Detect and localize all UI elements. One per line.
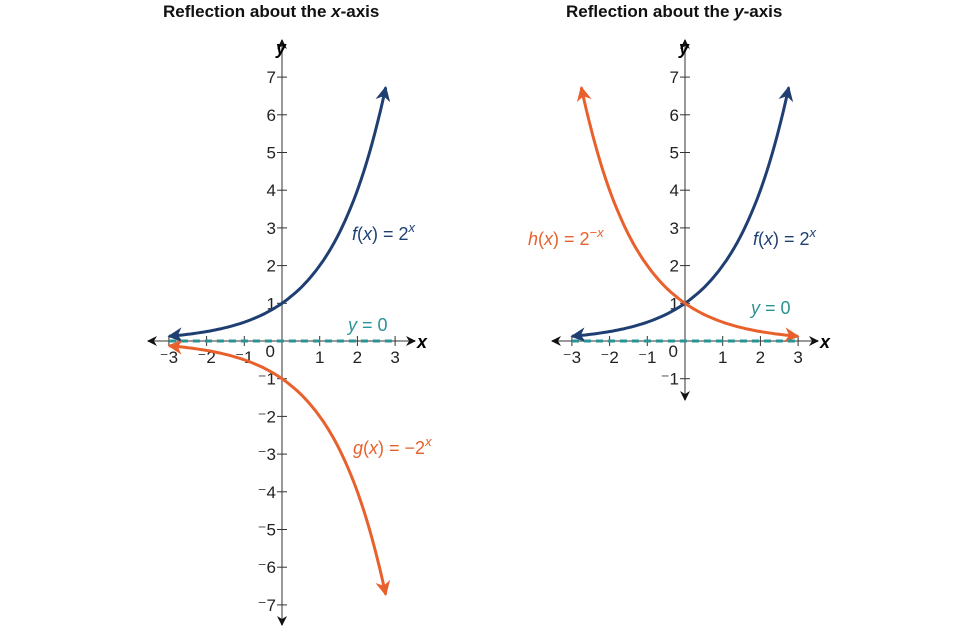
label-rhs: = −2 <box>384 438 425 458</box>
title-text: Reflection about the <box>566 2 735 21</box>
y-tick-label: 2 <box>267 257 276 276</box>
x-tick-label: ⁻1 <box>638 348 656 367</box>
x-axis-label: x <box>416 332 428 352</box>
label-paren: ( <box>538 229 544 249</box>
x-tick-label: 1 <box>315 348 324 367</box>
label-arg: x <box>368 438 379 458</box>
y-tick-label: ⁻7 <box>258 596 276 615</box>
y-tick-label: 3 <box>267 219 276 238</box>
series-label: g(x) = −2x <box>353 434 432 458</box>
x-tick-label: ⁻2 <box>600 348 618 367</box>
y-tick-label: 3 <box>670 219 679 238</box>
y-tick-label: ⁻5 <box>258 521 276 540</box>
x-tick-label: 1 <box>718 348 727 367</box>
y-tick-label: 6 <box>670 106 679 125</box>
x-tick-label: 3 <box>390 348 399 367</box>
series-label: y = 0 <box>346 315 388 335</box>
label-func: h <box>528 229 538 249</box>
series-curve <box>167 85 391 343</box>
title-var: x <box>331 2 341 21</box>
x-tick-label: 3 <box>793 348 802 367</box>
series-label: f(x) = 2x <box>352 220 416 244</box>
label-arg: x <box>362 224 373 244</box>
label-exponent: x <box>408 220 416 235</box>
label-func: g <box>353 438 363 458</box>
y-axis-label: y <box>678 38 690 58</box>
series-label: f(x) = 2x <box>753 225 817 249</box>
y-tick-label: ⁻3 <box>258 445 276 464</box>
series-label: y = 0 <box>749 298 791 318</box>
label-paren: ) <box>372 224 378 244</box>
label-lhs: y <box>346 315 358 335</box>
label-rhs: = 2 <box>559 229 590 249</box>
title-text: Reflection about the <box>163 2 332 21</box>
y-tick-label: 5 <box>267 144 276 163</box>
y-tick-label: ⁻6 <box>258 558 276 577</box>
x-tick-label: 2 <box>756 348 765 367</box>
label-rhs: = 0 <box>760 298 791 318</box>
label-paren: ( <box>357 224 363 244</box>
x-axis-label: x <box>819 332 831 352</box>
y-tick-label: 6 <box>267 106 276 125</box>
title-var: y <box>734 2 744 21</box>
y-tick-label: 2 <box>670 257 679 276</box>
series-label: h(x) = 2−x <box>528 225 604 249</box>
x-tick-label: 2 <box>353 348 362 367</box>
y-tick-label: 5 <box>670 144 679 163</box>
y-tick-label: 7 <box>267 68 276 87</box>
label-paren: ) <box>553 229 559 249</box>
label-rhs: = 2 <box>779 229 810 249</box>
y-tick-label: 7 <box>670 68 679 87</box>
series-curve <box>167 339 391 597</box>
origin-label: 0 <box>669 342 678 361</box>
y-tick-label: ⁻2 <box>258 407 276 426</box>
y-axis-label: y <box>275 38 287 58</box>
x-tick-label: ⁻3 <box>563 348 581 367</box>
right-chart-title: Reflection about the y-axis <box>566 2 782 22</box>
y-tick-label: ⁻4 <box>258 483 276 502</box>
series-curve <box>576 85 800 343</box>
label-paren: ) <box>378 438 384 458</box>
left-chart-title: Reflection about the x-axis <box>163 2 379 22</box>
y-tick-label: 4 <box>670 181 679 200</box>
x-tick-label: ⁻3 <box>160 348 178 367</box>
origin-label: 0 <box>266 342 275 361</box>
y-tick-label: 4 <box>267 181 276 200</box>
y-tick-label: ⁻1 <box>661 370 679 389</box>
title-text: -axis <box>340 2 380 21</box>
label-arg: x <box>543 229 554 249</box>
title-text: -axis <box>743 2 783 21</box>
label-rhs: = 2 <box>378 224 409 244</box>
label-paren: ( <box>363 438 369 458</box>
label-exponent: x <box>809 225 817 240</box>
label-exponent: −x <box>590 225 605 240</box>
label-exponent: x <box>424 434 432 449</box>
label-func: f <box>352 224 359 244</box>
label-lhs: y <box>749 298 761 318</box>
label-rhs: = 0 <box>357 315 388 335</box>
